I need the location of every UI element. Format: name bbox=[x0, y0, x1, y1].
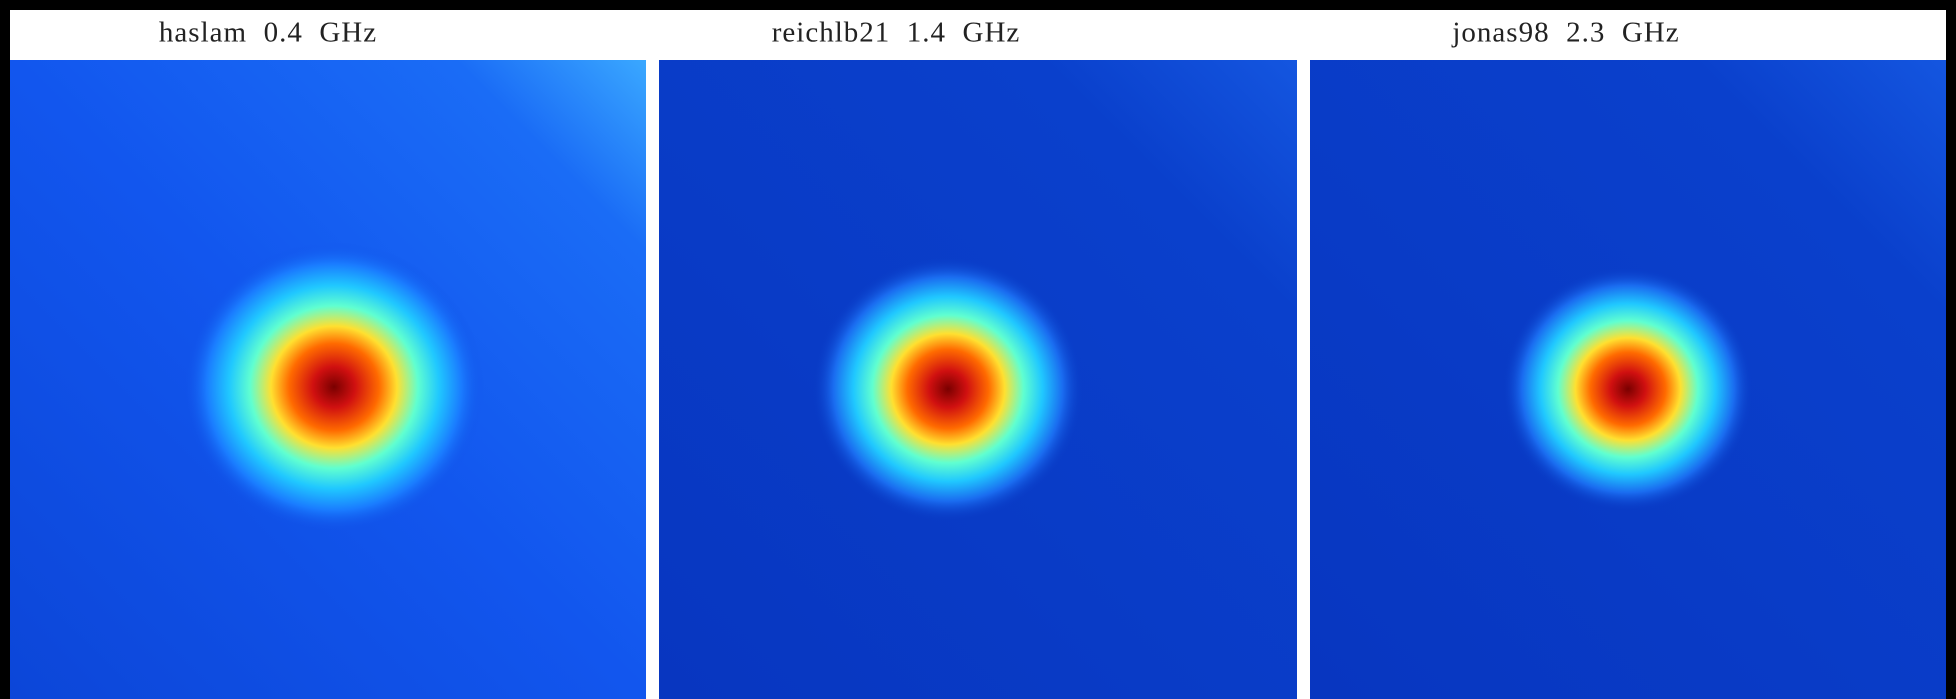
panel bbox=[1310, 60, 1946, 699]
panel-title: haslam 0.4 GHz bbox=[159, 17, 377, 49]
source-blob bbox=[1503, 267, 1753, 511]
panel-title: jonas98 2.3 GHz bbox=[1451, 17, 1679, 49]
source-blob bbox=[813, 257, 1083, 521]
panel-title: reichlb21 1.4 GHz bbox=[772, 17, 1021, 49]
panel bbox=[659, 60, 1297, 699]
gap bbox=[1297, 60, 1310, 699]
source-blob bbox=[184, 242, 484, 532]
panel bbox=[10, 60, 646, 699]
title-band bbox=[10, 10, 1946, 60]
gap bbox=[646, 60, 659, 699]
